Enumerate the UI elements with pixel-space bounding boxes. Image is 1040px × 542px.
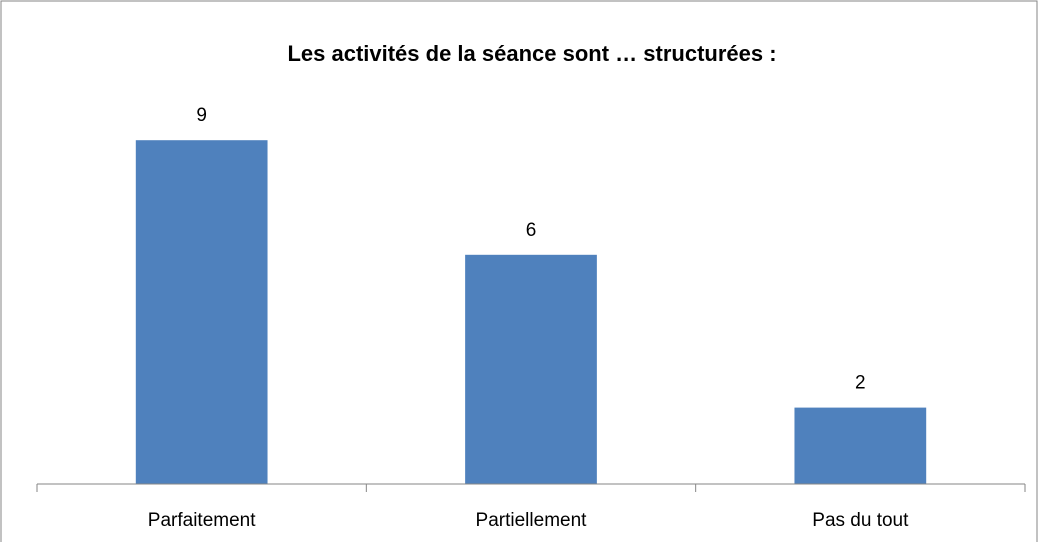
data-label: 6 [526, 220, 537, 241]
x-tick-label: Pas du tout [812, 510, 909, 531]
x-tick-label: Parfaitement [148, 510, 256, 531]
data-label: 2 [855, 373, 866, 394]
bar [465, 254, 597, 484]
chart-title: Les activités de la séance sont … struct… [287, 41, 776, 66]
x-tick-label: Partiellement [476, 510, 588, 531]
bar [794, 407, 927, 484]
data-label: 9 [196, 105, 207, 126]
bar [135, 140, 268, 484]
